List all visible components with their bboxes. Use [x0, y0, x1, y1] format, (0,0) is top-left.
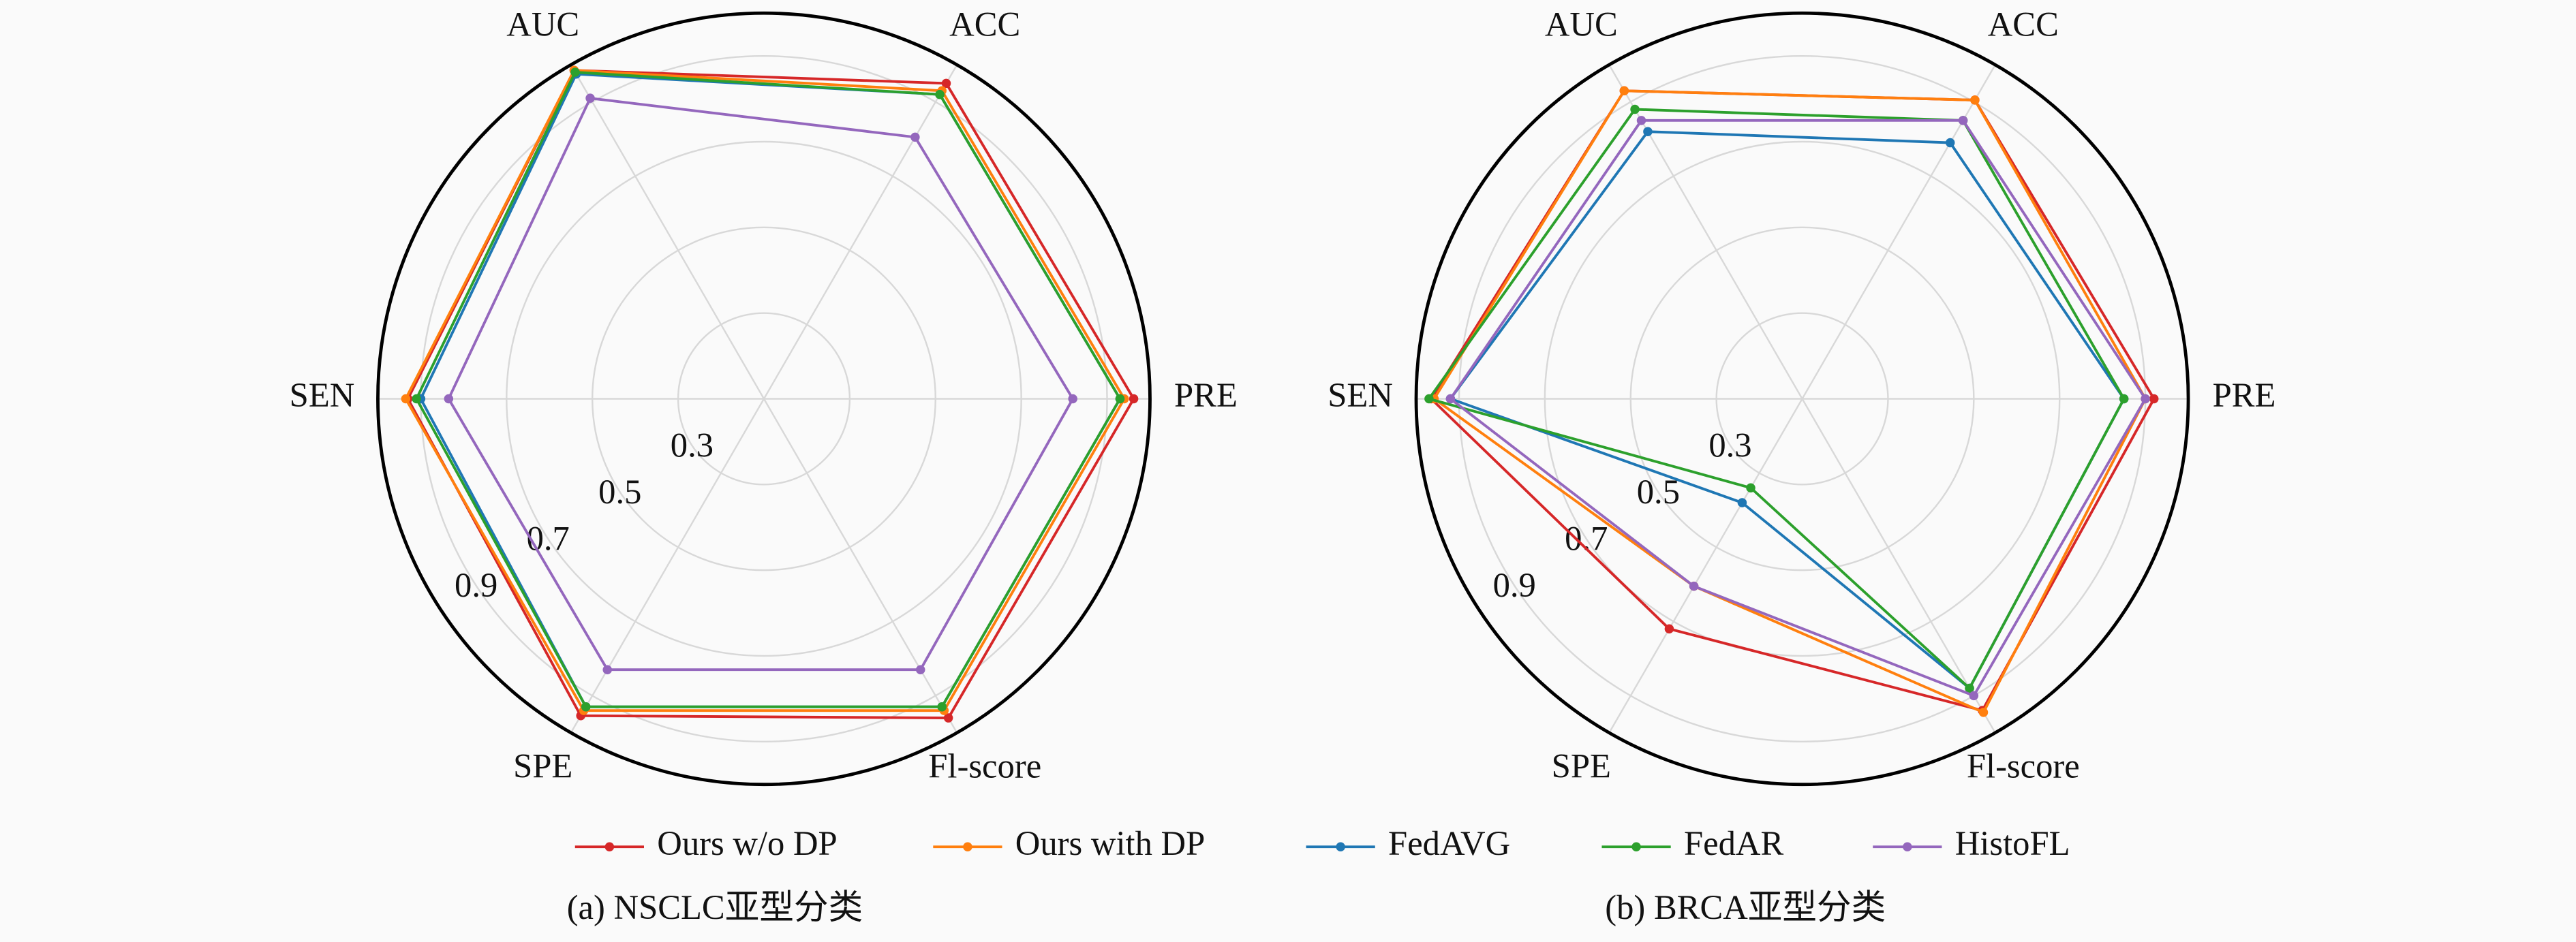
radial-tick-label: 0.3	[671, 426, 714, 464]
series-point	[1424, 394, 1434, 404]
radial-tick-label: 0.3	[1708, 426, 1751, 464]
radial-tick-label: 0.5	[598, 473, 641, 511]
series-point	[1965, 683, 1974, 693]
series-point	[2119, 394, 2129, 404]
series-point	[1630, 104, 1640, 114]
series-point	[1068, 394, 1077, 404]
axis-label: Fl-score	[1967, 747, 2080, 785]
series-line	[1448, 130, 2126, 691]
spoke	[763, 398, 958, 734]
series-point	[943, 713, 953, 723]
legend-label: Ours with DP	[1015, 824, 1205, 862]
series-point	[1970, 95, 1980, 105]
caption: (b) BRCA亚型分类	[1605, 888, 1886, 926]
legend-label: FedAVG	[1388, 824, 1510, 862]
outer-circle	[376, 11, 1152, 787]
series-line	[1429, 89, 2156, 712]
series-point	[1619, 86, 1629, 96]
axis-label: AUC	[1545, 5, 1618, 43]
legend-marker	[1903, 842, 1912, 852]
legend-marker	[1336, 842, 1345, 852]
series-point	[602, 665, 612, 674]
legend-marker	[963, 842, 972, 852]
caption: (a) NSCLC亚型分类	[567, 888, 863, 926]
series-point	[585, 93, 595, 103]
axis-label: PRE	[2213, 376, 2276, 414]
legend-label: HistoFL	[1955, 824, 2070, 862]
series-point	[581, 702, 591, 712]
series-line	[447, 97, 1075, 672]
outer-circle	[1414, 11, 2190, 787]
axis-label: PRE	[1174, 376, 1238, 414]
series-line	[414, 71, 1122, 708]
series-point	[1737, 498, 1747, 507]
series-point	[570, 67, 580, 77]
spoke	[570, 398, 765, 734]
radial-tick-label: 0.9	[1493, 566, 1536, 604]
axis-label: SEN	[1328, 376, 1393, 414]
axis-label: ACC	[1988, 5, 2059, 43]
radial-tick-label: 0.9	[455, 566, 497, 604]
series-point	[1664, 624, 1674, 634]
spoke	[1801, 398, 1996, 734]
radial-tick-label: 0.7	[1565, 520, 1608, 558]
axis-label: SPE	[513, 747, 572, 785]
spoke	[570, 64, 765, 400]
series-point	[1978, 708, 1989, 717]
axis-label: SEN	[290, 376, 355, 414]
series-point	[910, 132, 920, 142]
series-point	[412, 394, 421, 404]
legend-label: Ours w/o DP	[657, 824, 837, 862]
series-point	[1445, 394, 1456, 404]
axis-label: AUC	[506, 5, 579, 43]
axis-label: SPE	[1552, 747, 1611, 785]
series-point	[1689, 581, 1699, 591]
series-point	[935, 89, 945, 99]
series-point	[1945, 138, 1955, 148]
series-point	[1115, 394, 1125, 404]
series-point	[2141, 394, 2150, 404]
series-point	[937, 702, 947, 712]
series-point	[1636, 116, 1646, 125]
series-point	[1958, 116, 1968, 125]
series-point	[444, 394, 454, 404]
spoke	[763, 64, 958, 400]
series-point	[401, 394, 411, 404]
series-point	[1746, 483, 1755, 492]
series-line	[1448, 119, 2147, 697]
series-point	[941, 78, 951, 89]
axis-label: Fl-score	[928, 747, 1041, 785]
series-point	[1969, 691, 1979, 701]
radial-tick-label: 0.7	[527, 520, 570, 558]
spoke	[1608, 398, 1803, 734]
legend-marker	[604, 842, 615, 852]
legend-label: FedAR	[1684, 824, 1784, 862]
axis-label: ACC	[949, 5, 1020, 43]
series-point	[2149, 394, 2159, 404]
series-point	[1129, 394, 1139, 404]
series-point	[1643, 127, 1653, 136]
series-line	[1432, 89, 2147, 715]
series-point	[915, 665, 925, 674]
legend-marker	[1631, 842, 1641, 852]
